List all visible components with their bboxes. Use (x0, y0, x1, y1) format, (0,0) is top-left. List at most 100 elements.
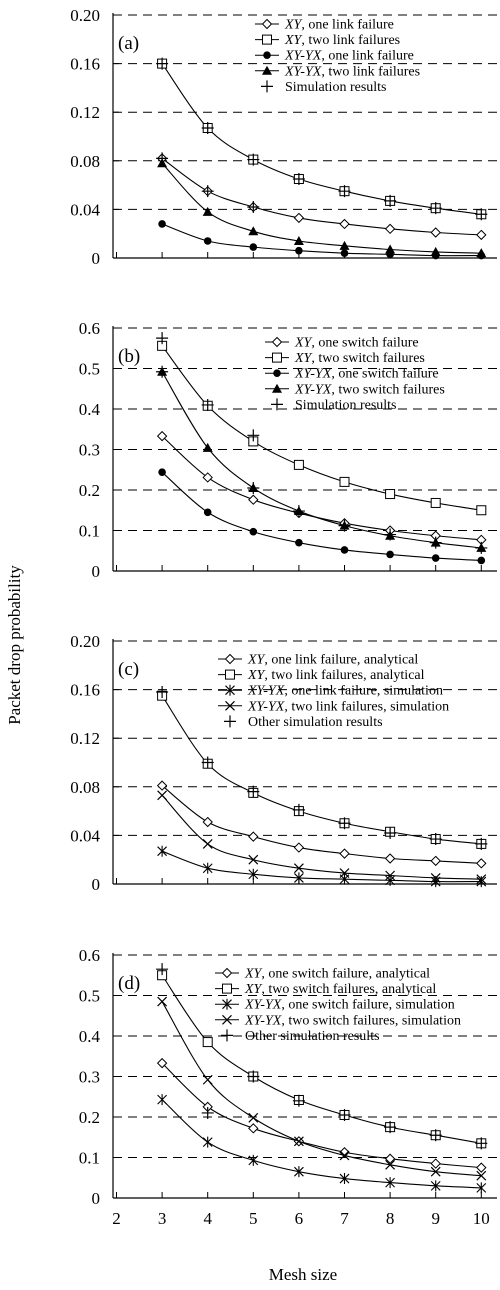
diamond-point (202, 816, 213, 828)
panel-1: 00.10.20.30.40.50.6(b)XY, one switch fai… (79, 319, 497, 581)
legend-label-text: , one link failure (301, 18, 394, 33)
cross-point (476, 1170, 487, 1181)
diamond-point (339, 848, 350, 859)
legend-label-text: , one switch failure (311, 336, 418, 351)
triangle-point (339, 240, 350, 250)
simulation-point (429, 536, 442, 549)
simulation-point (247, 785, 260, 798)
legend-plus-marker (224, 715, 236, 728)
panel-label: (c) (118, 659, 139, 680)
x-tick-label: 4 (203, 1209, 212, 1228)
circle-point (203, 237, 212, 245)
simulation-point (429, 202, 442, 215)
simulation-point (247, 429, 260, 442)
simulation-point (384, 1121, 397, 1134)
legend-plus-marker (271, 398, 283, 411)
legend-diamond-marker (261, 18, 273, 30)
y-tick-label: 0.20 (70, 6, 100, 25)
y-tick-label: 0.1 (79, 1149, 100, 1168)
legend-plus-marker (221, 1029, 233, 1042)
triangle-point (430, 246, 441, 256)
square-point (430, 497, 441, 508)
legend-triangle-marker (262, 65, 272, 75)
legend-label-scheme: XY (284, 18, 304, 33)
simulation-point (247, 153, 260, 166)
simulation-point (292, 173, 305, 186)
legend-label-text: Simulation results (285, 80, 387, 95)
square-point (202, 1037, 213, 1048)
cross-point (293, 1136, 304, 1147)
circle-point (295, 246, 303, 255)
legend-label-scheme: XY (284, 33, 304, 48)
asterisk-point (385, 874, 395, 886)
circle-point (340, 249, 349, 257)
legend-square-marker (222, 983, 232, 994)
legend-plus-marker (261, 80, 273, 93)
y-tick-label: 0.3 (79, 1068, 100, 1087)
simulation-point (338, 519, 351, 532)
y-tick-label: 0 (92, 562, 101, 581)
legend-square-marker (225, 669, 235, 680)
series-line (161, 471, 482, 562)
y-tick-label: 0.20 (70, 632, 100, 651)
simulation-point (156, 686, 169, 699)
y-tick-label: 0.04 (70, 200, 100, 219)
simulation-point (475, 1137, 488, 1150)
simulation-point (429, 1129, 442, 1142)
x-tick-label: 8 (386, 1209, 395, 1228)
y-tick-label: 0.5 (79, 987, 100, 1006)
cross-point (248, 854, 259, 865)
legend-label: Other simulation results (245, 1029, 380, 1044)
legend-label: XY, two switch failures (294, 351, 425, 366)
legend-label: Other simulation results (248, 715, 383, 730)
simulation-point (475, 541, 488, 554)
legend-label: Simulation results (295, 398, 397, 413)
legend-square-marker (262, 34, 272, 45)
y-tick-label: 0.3 (79, 441, 100, 460)
cross-point (430, 1166, 441, 1177)
legend-square-marker (272, 352, 282, 363)
diamond-point (156, 430, 168, 442)
legend-asterisk-marker (225, 684, 235, 696)
y-tick-label: 0.2 (79, 481, 100, 500)
panel-3: 00.10.20.30.40.50.62 3 4 5 6 7 8 9 10(d) XY, one … (79, 946, 497, 1228)
diamond-point (248, 1123, 259, 1134)
legend-label-scheme: XY (247, 668, 267, 683)
triangle-point (476, 248, 487, 258)
x-tick-label: 5 (249, 1209, 258, 1228)
circle-point (386, 550, 394, 559)
legend-label-text: , one link failure, simulation (284, 684, 443, 699)
legend-label: XY-YX, one switch failure, simulation (244, 998, 455, 1013)
legend-label-text: , one switch failure, simulation (281, 998, 454, 1013)
legend-label-text: Other simulation results (248, 715, 383, 730)
series-3 (157, 158, 487, 258)
asterisk-point (294, 872, 304, 884)
legend-label-scheme: XY-YX (284, 49, 322, 64)
cross-point (385, 870, 396, 881)
simulation-point (292, 1094, 305, 1107)
asterisk-point (430, 1180, 441, 1192)
y-tick-label: 0.16 (70, 681, 100, 700)
y-tick-label: 0.12 (70, 729, 100, 748)
triangle-point (202, 206, 213, 216)
y-tick-label: 0.1 (79, 522, 100, 541)
legend-label-scheme: XY (294, 336, 314, 351)
legend-asterisk-marker (222, 998, 232, 1010)
x-tick-label: 6 (295, 1209, 304, 1228)
simulation-point (247, 1070, 260, 1083)
legend-label-scheme: XY (294, 351, 314, 366)
legend-label-text: Other simulation results (245, 1029, 380, 1044)
y-axis-title: Packet drop probability (5, 565, 24, 725)
series-0 (156, 1057, 487, 1173)
diamond-point (156, 780, 168, 791)
x-tick-label: 7 (340, 1209, 349, 1228)
simulation-points (156, 963, 488, 1150)
diamond-point (248, 831, 259, 842)
triangle-point (293, 235, 304, 245)
panel-label: (a) (118, 33, 139, 54)
y-tick-label: 0.04 (70, 826, 100, 845)
x-tick-label: 2 (112, 1209, 121, 1228)
asterisk-point (202, 1136, 213, 1148)
